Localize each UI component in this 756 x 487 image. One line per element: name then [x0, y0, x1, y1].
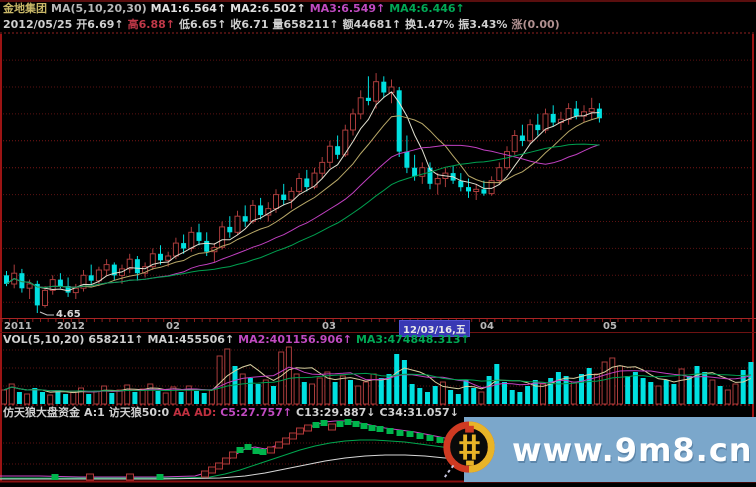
- watermark-url[interactable]: www.9m8.cn: [512, 430, 753, 469]
- indicator-header: 仿天狼大盘资金 A:1 访天狼50:0 AA AD: C5:27.757↑ C13:29.8…: [3, 406, 463, 419]
- volume-header: VOL(5,10,20) 658211↑ MA1:455506↑ MA2:401156…: [3, 333, 474, 346]
- text-segment: MA2:401156.906↑: [238, 333, 352, 346]
- text-segment: MA1:6.564↑: [150, 2, 227, 15]
- text-segment: MA2:6.502↑: [230, 2, 306, 15]
- text-segment: 收6.71: [230, 18, 269, 31]
- timeline-label: 2011: [4, 321, 32, 332]
- text-segment: C34:31.057↓: [379, 406, 459, 419]
- text-segment: MA(5,10,20,30): [51, 2, 147, 15]
- text-segment: 量658211↑: [272, 18, 339, 31]
- timeline-label: 03: [322, 321, 336, 332]
- text-segment: 2012/05/25: [3, 18, 73, 31]
- quote-header: 2012/05/25 开6.69↑ 高6.88↑ 低6.65↑ 收6.71 量658211…: [3, 18, 564, 31]
- text-segment: AA: [173, 406, 191, 419]
- title-ma-header: 金地集团 MA(5,10,20,30) MA1:6.564↑ MA2:6.502↑ MA…: [3, 2, 469, 15]
- text-segment: MA3:6.549↑: [309, 2, 386, 15]
- text-segment: C5:27.757↑: [220, 406, 293, 419]
- text-segment: 振3.43%: [458, 18, 508, 31]
- text-segment: 访天狼50:0: [108, 406, 170, 419]
- text-segment: 额44681↑: [342, 18, 402, 31]
- text-segment: 658211↑: [88, 333, 144, 346]
- timeline-label: 2012: [57, 321, 85, 332]
- 9m8-logo-icon: [443, 421, 495, 478]
- text-segment: MA1:455506↑: [147, 333, 235, 346]
- timeline-label: 04: [480, 321, 494, 332]
- selected-date-marker[interactable]: 12/03/16,五: [399, 320, 470, 337]
- text-segment: C13:29.887↓: [296, 406, 376, 419]
- text-segment: 换1.47%: [405, 18, 455, 31]
- text-segment: MA3:474848.313↑: [355, 333, 470, 346]
- timeline-label: 05: [603, 321, 617, 332]
- text-segment: 低6.65↑: [178, 18, 227, 31]
- text-segment: 高6.88↑: [127, 18, 175, 31]
- text-segment: 金地集团: [3, 2, 47, 15]
- watermark-banner[interactable]: www.9m8.cn: [443, 417, 756, 482]
- timeline-label: 02: [166, 321, 180, 332]
- text-segment: 涨(0.00): [511, 18, 560, 31]
- price-low-label: 4.65: [56, 309, 81, 320]
- text-segment: VOL(5,10,20): [3, 333, 85, 346]
- text-segment: MA4:6.446↑: [389, 2, 465, 15]
- text-segment: A:1: [84, 406, 105, 419]
- text-segment: AD:: [194, 406, 217, 419]
- text-segment: 开6.69↑: [76, 18, 124, 31]
- text-segment: 仿天狼大盘资金: [3, 406, 80, 419]
